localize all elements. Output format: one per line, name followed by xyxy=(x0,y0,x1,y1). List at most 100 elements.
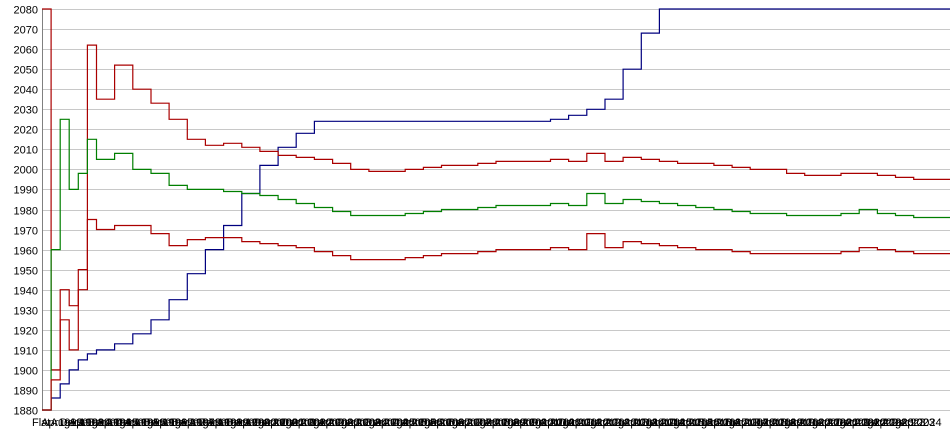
x-tick-label: Apr2013 xyxy=(595,417,637,429)
x-tick-label: Flat xyxy=(32,417,50,429)
x-tick-label: Aug2013 xyxy=(605,417,649,429)
x-tick-label: Aug2016 xyxy=(688,417,732,429)
y-tick-label: 2030 xyxy=(14,105,38,117)
x-tick-label: Apr2003 xyxy=(318,417,360,429)
y-tick-label: 1890 xyxy=(14,386,38,398)
x-tick-label: Apr1993 xyxy=(41,417,83,429)
x-tick-label: Dec2016 xyxy=(697,417,741,429)
x-tick-label: Aug2005 xyxy=(383,417,427,429)
x-tick-label: Aug2022 xyxy=(854,417,898,429)
x-tick-label: Aug2000 xyxy=(244,417,288,429)
x-tick-label: Apr2006 xyxy=(401,417,443,429)
y-tick-label: 1930 xyxy=(14,306,38,318)
y-tick-label: 1990 xyxy=(14,185,38,197)
x-tick-label: Dec2018 xyxy=(752,417,796,429)
x-tick-label: Dec2017 xyxy=(725,417,769,429)
x-tick-label: Apr2014 xyxy=(623,417,665,429)
y-tick-label: 1960 xyxy=(14,246,38,258)
x-tick-label: Aug2002 xyxy=(300,417,344,429)
y-tick-label: 2020 xyxy=(14,125,38,137)
y-tick-label: 1920 xyxy=(14,326,38,338)
x-tick-label: Aug2001 xyxy=(272,417,316,429)
x-tick-label: Apr1997 xyxy=(152,417,194,429)
x-tick-label: Dec2022 xyxy=(863,417,907,429)
gridlines xyxy=(42,9,950,411)
x-tick-label: Aug1996 xyxy=(134,417,178,429)
y-axis-tick-labels: 1880 1890 1900 1910 1920 1930 1940 1950 1960 1970… xyxy=(14,5,38,418)
x-tick-label: Aug2011 xyxy=(549,417,592,429)
x-tick-label: Dec2001 xyxy=(281,417,325,429)
y-tick-label: 2070 xyxy=(14,25,38,37)
x-tick-label: Aug2023 xyxy=(882,417,926,429)
x-tick-label: Aug1997 xyxy=(161,417,205,429)
x-tick-label: Dec1998 xyxy=(198,417,242,429)
x-tick-label: Aug2012 xyxy=(577,417,621,429)
x-tick-label: Aug2010 xyxy=(521,417,565,429)
series-line-4 xyxy=(42,218,950,411)
y-tick-label: 2050 xyxy=(14,65,38,77)
x-tick-label: Apr2024 xyxy=(900,417,942,429)
x-tick-label: Aug2014 xyxy=(632,417,676,429)
x-tick-label: Dec2012 xyxy=(586,417,630,429)
y-tick-label: 1910 xyxy=(14,346,38,358)
x-tick-label: Aug2020 xyxy=(798,417,842,429)
x-tick-label: Dec2000 xyxy=(254,417,298,429)
y-tick-label: 2060 xyxy=(14,45,38,57)
x-tick-label: Dec2004 xyxy=(364,417,408,429)
x-tick-label: Aug2004 xyxy=(355,417,399,429)
x-tick-label: Dec2010 xyxy=(531,417,575,429)
x-tick-label: Dec1997 xyxy=(171,417,215,429)
x-tick-label: Apr2023 xyxy=(872,417,914,429)
x-tick-label: Apr2010 xyxy=(512,417,554,429)
x-tick-label: Apr1994 xyxy=(69,417,111,429)
x-tick-label: Aug2015 xyxy=(660,417,704,429)
x-tick-label: Apr2017 xyxy=(706,417,748,429)
x-tick-label: Aug2009 xyxy=(494,417,538,429)
x-tick-label: Dec1993 xyxy=(60,417,104,429)
y-tick-label: 1970 xyxy=(14,226,38,238)
x-tick-label: Aug2003 xyxy=(328,417,372,429)
x-tick-label: Aug1994 xyxy=(78,417,122,429)
x-tick-label: Dec2006 xyxy=(420,417,464,429)
x-tick-label: Aug2019 xyxy=(771,417,815,429)
y-tick-label: 2040 xyxy=(14,85,38,97)
x-tick-label: Aug2018 xyxy=(743,417,787,429)
y-tick-label: 1940 xyxy=(14,286,38,298)
y-tick-label: 1950 xyxy=(14,266,38,278)
x-tick-label: Dec2021 xyxy=(835,417,879,429)
y-tick-label: 2080 xyxy=(14,5,38,17)
x-tick-label: Dec2009 xyxy=(503,417,547,429)
x-tick-label: Dec1996 xyxy=(143,417,187,429)
x-tick-label: Apr2016 xyxy=(678,417,720,429)
y-tick-label: 2000 xyxy=(14,165,38,177)
x-tick-label: Dec2007 xyxy=(448,417,492,429)
x-tick-label: Apr2012 xyxy=(568,417,610,429)
x-tick-label: Apr2009 xyxy=(485,417,527,429)
x-tick-label: Apr1995 xyxy=(97,417,139,429)
x-tick-label: Apr2001 xyxy=(263,417,305,429)
series-line-2 xyxy=(42,8,950,371)
y-tick-label: 1900 xyxy=(14,366,38,378)
series-line-1 xyxy=(42,8,950,411)
y-tick-label: 1880 xyxy=(14,406,38,418)
x-tick-label: Dec2003 xyxy=(337,417,381,429)
x-tick-label: Dec2023 xyxy=(891,417,935,429)
x-tick-label: Aug1998 xyxy=(189,417,233,429)
x-tick-label: Dec2013 xyxy=(614,417,658,429)
x-tick-label: Aug1999 xyxy=(217,417,261,429)
x-tick-label: Aug2021 xyxy=(826,417,870,429)
x-tick-label: Aug2008 xyxy=(466,417,510,429)
x-axis-tick-labels: FlatApr1993Aug1993Dec1993Apr1994Aug1994D… xyxy=(32,417,942,429)
x-tick-label: Apr2015 xyxy=(651,417,693,429)
x-tick-label: Apr2004 xyxy=(346,417,388,429)
x-tick-label: Apr2019 xyxy=(762,417,804,429)
x-tick-label: Apr2022 xyxy=(845,417,887,429)
x-tick-label: Dec2015 xyxy=(669,417,713,429)
x-tick-label: Apr2000 xyxy=(235,417,277,429)
x-tick-label: Dec2020 xyxy=(808,417,852,429)
x-tick-label: Apr2021 xyxy=(817,417,859,429)
x-tick-label: Apr1996 xyxy=(124,417,166,429)
x-tick-label: Aug1995 xyxy=(106,417,150,429)
x-tick-label: Apr2020 xyxy=(789,417,831,429)
